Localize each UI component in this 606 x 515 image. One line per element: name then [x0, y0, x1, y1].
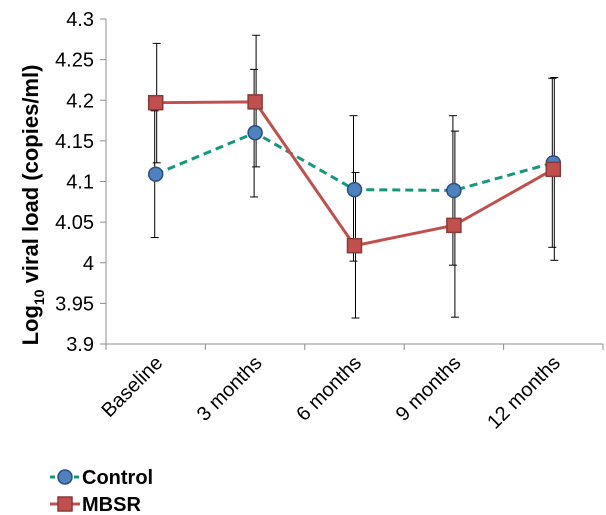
y-tick-label: 4 [83, 253, 94, 275]
series-lines [155, 100, 555, 248]
mbsr-point [147, 94, 164, 111]
mbsr-point [545, 161, 562, 178]
x-tick-label: 6 months [292, 352, 366, 426]
y-tick-labels: 4.3 4.25 4.2 4.15 4.1 4.05 4 3.95 3.9 [55, 9, 94, 356]
error-bars [150, 34, 559, 319]
y-tick-label: 4.15 [55, 131, 94, 153]
legend-mbsr-marker [57, 496, 73, 512]
y-axis-label-suffix: viral load (copies/ml) [18, 65, 43, 290]
y-tick-label: 4.05 [55, 212, 94, 234]
mbsr-point [446, 217, 462, 234]
x-tick-label: 3 months [193, 352, 267, 426]
x-tick-label: Baseline [97, 352, 167, 422]
mbsr-line [155, 100, 555, 248]
y-axis-label-prefix: Log [18, 305, 43, 345]
y-tick-label: 3.9 [66, 334, 94, 356]
y-axis-label-subscript: 10 [31, 289, 47, 305]
legend-control-marker [57, 469, 73, 485]
mbsr-point [346, 237, 363, 254]
axes [100, 18, 604, 350]
y-tick-label: 4.2 [66, 90, 94, 112]
y-tick-label: 4.1 [66, 172, 94, 194]
control-line [155, 131, 554, 192]
control-point [446, 182, 462, 199]
legend-control-label: Control [82, 467, 153, 489]
y-axis-label: Log10 viral load (copies/ml) [18, 65, 47, 346]
y-tick-label: 3.95 [55, 293, 94, 315]
legend-mbsr-label: MBSR [82, 494, 141, 515]
x-tick-label: 9 months [392, 352, 466, 426]
y-tick-label: 4.25 [55, 50, 94, 72]
x-tick-label: 12 months [483, 352, 565, 434]
series-markers [147, 94, 562, 254]
control-point [346, 181, 363, 198]
legend: Control MBSR [50, 467, 153, 515]
x-tick-labels: Baseline 3 months 6 months 9 months 12 month… [97, 352, 564, 434]
control-point [247, 125, 263, 141]
y-tick-label: 4.3 [66, 9, 94, 31]
mbsr-point [247, 94, 263, 110]
control-point [147, 166, 164, 182]
